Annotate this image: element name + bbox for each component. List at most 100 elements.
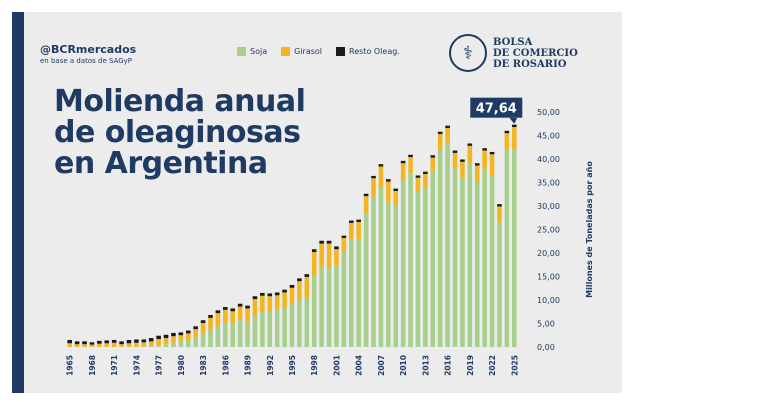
legend-label-soja: Soja xyxy=(250,47,268,56)
bar-resto-oleag--1978 xyxy=(163,334,169,339)
bar-resto-oleag--1975 xyxy=(141,339,147,343)
bar-soja-1978 xyxy=(163,344,169,347)
bar-girasol-1966 xyxy=(74,344,80,347)
y-tick-label: 25,00 xyxy=(537,226,560,235)
bar-resto-oleag--2021 xyxy=(482,148,487,151)
bar-girasol-1982 xyxy=(193,329,198,338)
bar-resto-oleag--2011 xyxy=(408,154,413,158)
bar-soja-1995 xyxy=(289,303,295,347)
legend-item-girasol: Girasol xyxy=(281,47,322,56)
bar-resto-oleag--2019 xyxy=(467,143,473,146)
bar-girasol-1985 xyxy=(215,313,221,327)
bar-girasol-1984 xyxy=(208,317,213,331)
bar-resto-oleag--1995 xyxy=(289,284,295,288)
x-tick-label: 2025 xyxy=(510,355,519,376)
bar-girasol-1967 xyxy=(82,344,87,347)
bar-girasol-2015 xyxy=(437,134,443,150)
legend-swatch-girasol xyxy=(281,47,291,56)
bar-girasol-1969 xyxy=(97,343,102,347)
y-tick-label: 35,00 xyxy=(537,179,560,188)
handle-label: @BCRmercados xyxy=(40,43,137,56)
bar-girasol-1996 xyxy=(297,281,302,300)
bar-girasol-1989 xyxy=(245,308,250,323)
bar-girasol-2017 xyxy=(452,152,458,169)
bar-girasol-2024 xyxy=(504,133,510,150)
bar-soja-1998 xyxy=(311,275,317,347)
bar-resto-oleag--2024 xyxy=(504,130,510,134)
bar-soja-2000 xyxy=(326,268,332,347)
x-tick-label: 1971 xyxy=(110,355,119,376)
bar-soja-1999 xyxy=(319,267,324,347)
bar-soja-1984 xyxy=(208,330,213,347)
bar-soja-1996 xyxy=(297,300,302,347)
bar-resto-oleag--1985 xyxy=(215,310,221,314)
chart-legend: Soja Girasol Resto Oleag. xyxy=(237,47,400,56)
bar-resto-oleag--1997 xyxy=(304,274,310,277)
bar-soja-2015 xyxy=(437,149,443,347)
bar-girasol-2021 xyxy=(482,150,487,169)
bar-resto-oleag--2022 xyxy=(489,151,495,155)
bar-soja-1994 xyxy=(282,307,287,347)
bar-soja-1989 xyxy=(245,322,250,347)
y-tick-label: 30,00 xyxy=(537,202,560,211)
bar-resto-oleag--2018 xyxy=(460,159,465,162)
bar-soja-2013 xyxy=(423,187,428,347)
bar-resto-oleag--2023 xyxy=(497,204,502,207)
bar-resto-oleag--1981 xyxy=(185,330,191,334)
bar-girasol-1986 xyxy=(223,309,228,324)
bar-soja-2007 xyxy=(378,187,384,347)
y-tick-label: 10,00 xyxy=(537,296,560,305)
bar-soja-2018 xyxy=(460,177,465,347)
bar-resto-oleag--1980 xyxy=(178,332,184,336)
bar-girasol-1983 xyxy=(200,323,206,334)
y-tick-label: 50,00 xyxy=(537,108,560,117)
bar-soja-2014 xyxy=(430,170,436,347)
y-axis-title: Millones de Toneladas por año xyxy=(585,161,594,298)
bar-girasol-1973 xyxy=(126,343,132,347)
x-tick-label: 1965 xyxy=(66,355,75,376)
bar-resto-oleag--1970 xyxy=(104,340,110,344)
bar-soja-2025 xyxy=(511,149,517,347)
bar-girasol-1972 xyxy=(119,344,124,347)
bar-soja-2010 xyxy=(400,180,406,347)
bar-girasol-2023 xyxy=(497,206,502,223)
bar-soja-2006 xyxy=(371,196,376,347)
bar-girasol-2014 xyxy=(430,157,436,171)
bar-resto-oleag--2005 xyxy=(363,193,369,197)
bar-resto-oleag--2015 xyxy=(437,131,443,135)
bar-resto-oleag--2017 xyxy=(452,150,458,153)
x-tick-label: 2001 xyxy=(332,355,341,376)
bar-resto-oleag--1973 xyxy=(126,339,132,344)
bar-girasol-1995 xyxy=(289,287,295,304)
bar-resto-oleag--2014 xyxy=(430,155,436,158)
bar-soja-2011 xyxy=(408,173,413,347)
bar-resto-oleag--1982 xyxy=(193,326,198,330)
bar-resto-oleag--1984 xyxy=(208,315,213,318)
bar-resto-oleag--2006 xyxy=(371,175,376,179)
bar-soja-2002 xyxy=(341,252,347,347)
bar-resto-oleag--1983 xyxy=(200,320,206,324)
chart-card: @BCRmercados en base a datos de SAGyP xyxy=(12,12,622,393)
x-tick-label: 1998 xyxy=(310,355,319,376)
bar-resto-oleag--2012 xyxy=(415,175,421,178)
y-tick-label: 40,00 xyxy=(537,155,560,164)
bar-girasol-1979 xyxy=(171,336,176,343)
bar-soja-2021 xyxy=(482,168,487,347)
bar-girasol-2001 xyxy=(334,249,339,266)
title-line-1: Molienda anual xyxy=(54,84,306,119)
bar-resto-oleag--2007 xyxy=(378,164,384,167)
bar-resto-oleag--2001 xyxy=(334,246,339,250)
x-tick-label: 1992 xyxy=(266,355,275,376)
bar-soja-1986 xyxy=(223,323,228,347)
bar-resto-oleag--2013 xyxy=(423,171,428,175)
bar-girasol-2003 xyxy=(348,222,354,239)
bar-soja-1988 xyxy=(237,319,243,347)
bar-soja-2009 xyxy=(393,206,399,347)
bar-resto-oleag--1979 xyxy=(171,332,176,337)
bar-soja-2016 xyxy=(445,142,450,347)
bar-resto-oleag--2025 xyxy=(511,124,517,128)
x-tick-label: 2013 xyxy=(421,355,430,376)
bar-girasol-2000 xyxy=(326,243,332,269)
logo-line-3: DE ROSARIO xyxy=(493,58,567,70)
title-line-2: de oleaginosas xyxy=(54,115,301,150)
